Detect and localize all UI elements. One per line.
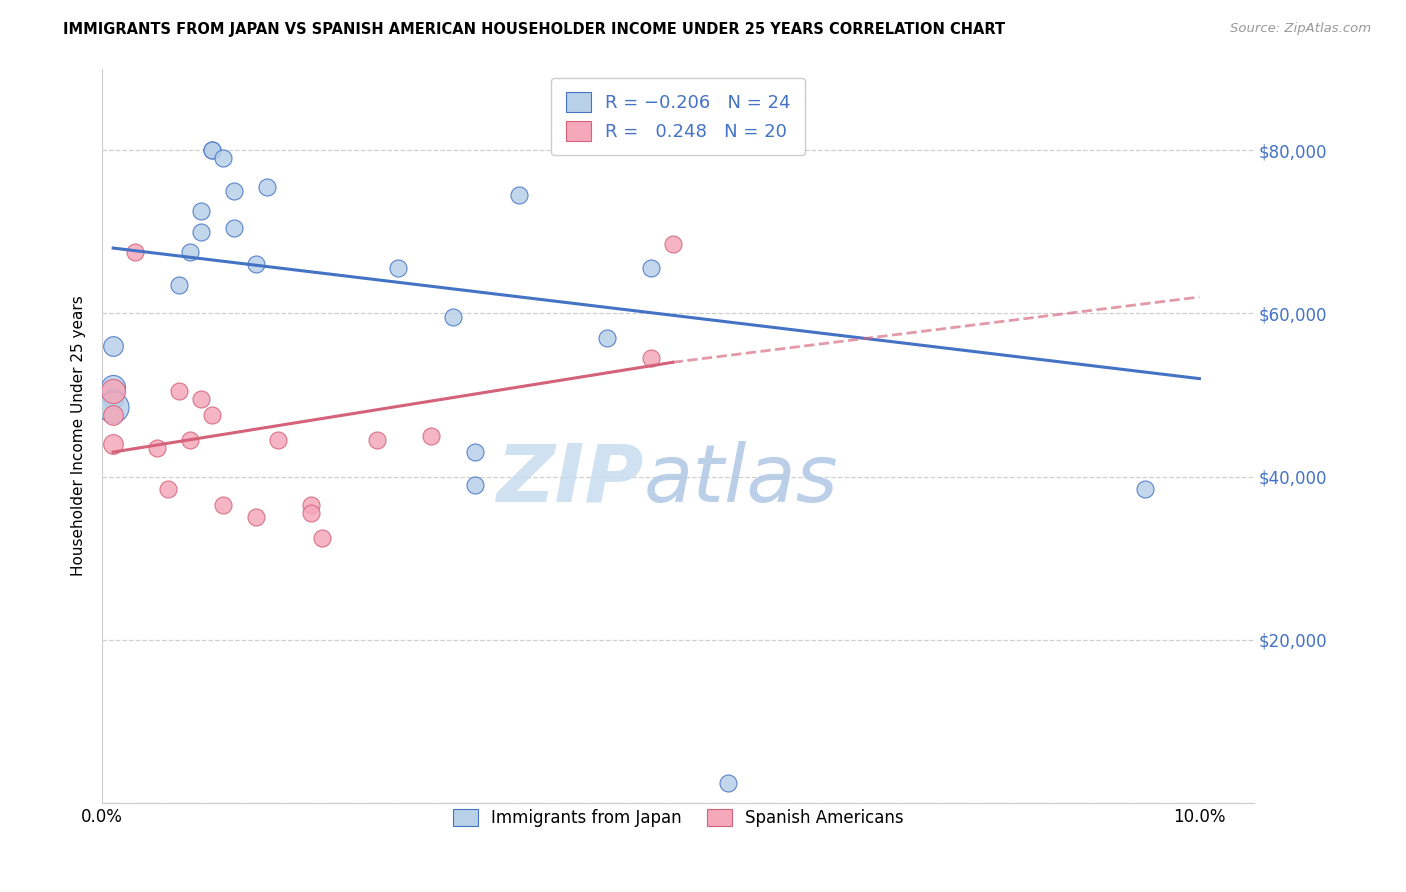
Point [201, 143, 224, 157]
Point [464, 445, 486, 459]
Point [464, 477, 486, 491]
Point [716, 775, 738, 789]
Point [311, 531, 333, 545]
Point [661, 237, 683, 252]
Point [222, 220, 245, 235]
Point [124, 245, 146, 260]
Point [245, 257, 267, 271]
Point [201, 143, 224, 157]
Legend: Immigrants from Japan, Spanish Americans: Immigrants from Japan, Spanish Americans [444, 800, 912, 835]
Point [366, 433, 388, 447]
Text: ZIP: ZIP [496, 441, 644, 519]
Text: Source: ZipAtlas.com: Source: ZipAtlas.com [1230, 22, 1371, 36]
Point [179, 245, 201, 260]
Text: IMMIGRANTS FROM JAPAN VS SPANISH AMERICAN HOUSEHOLDER INCOME UNDER 25 YEARS CORR: IMMIGRANTS FROM JAPAN VS SPANISH AMERICA… [63, 22, 1005, 37]
Point [157, 482, 180, 496]
Point [441, 310, 464, 325]
Point [201, 409, 224, 423]
Point [190, 225, 212, 239]
Point [299, 506, 322, 520]
Point [167, 384, 190, 398]
Point [508, 188, 530, 202]
Point [103, 409, 125, 423]
Point [212, 498, 235, 512]
Point [103, 437, 125, 451]
Point [103, 392, 125, 406]
Y-axis label: Householder Income Under 25 years: Householder Income Under 25 years [72, 295, 86, 576]
Text: atlas: atlas [644, 441, 838, 519]
Point [190, 392, 212, 406]
Point [640, 261, 662, 276]
Point [103, 400, 125, 414]
Point [387, 261, 409, 276]
Point [212, 151, 235, 165]
Point [103, 384, 125, 398]
Point [190, 204, 212, 219]
Point [299, 498, 322, 512]
Point [245, 510, 267, 524]
Point [167, 277, 190, 292]
Point [640, 351, 662, 366]
Point [179, 433, 201, 447]
Point [256, 179, 278, 194]
Point [222, 184, 245, 198]
Point [146, 441, 169, 455]
Point [1133, 482, 1156, 496]
Point [267, 433, 290, 447]
Point [420, 428, 443, 442]
Point [103, 380, 125, 394]
Point [596, 331, 619, 345]
Point [103, 339, 125, 353]
